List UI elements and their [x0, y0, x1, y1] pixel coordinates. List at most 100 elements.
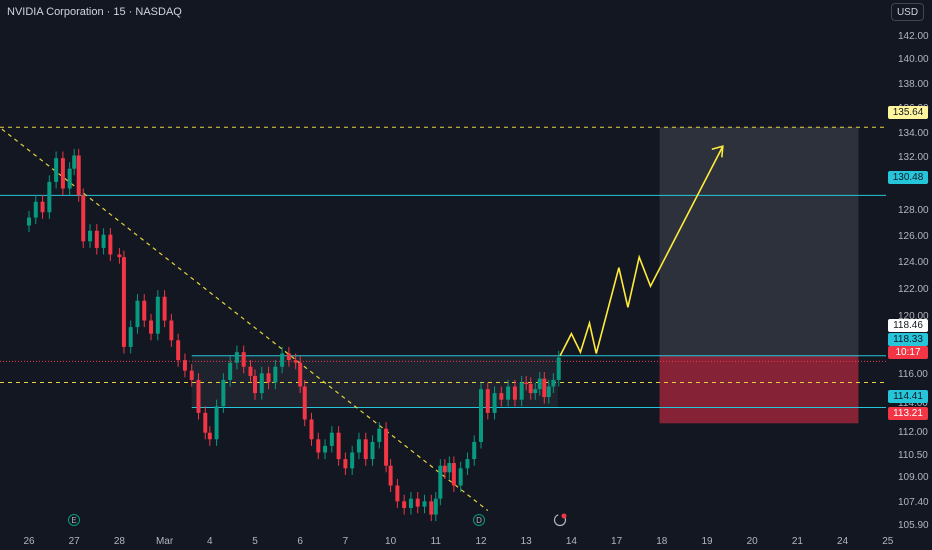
candle-body — [149, 320, 154, 334]
projection-arrowhead — [711, 145, 724, 158]
x-tick-label: 4 — [207, 536, 213, 547]
candle-body — [40, 201, 45, 213]
candle-body — [451, 463, 456, 486]
dividend-event-icon[interactable]: D — [473, 514, 485, 526]
candle-body — [447, 463, 452, 473]
candle-body — [302, 386, 307, 420]
candle-body — [155, 296, 160, 334]
candle-body — [329, 432, 334, 446]
stop-price-tag: 113.21 — [888, 407, 928, 420]
downtrend-line — [1, 128, 489, 512]
replay-icon[interactable] — [552, 512, 568, 528]
candle-body — [253, 375, 257, 394]
x-tick-label: 21 — [792, 536, 804, 547]
y-tick-label: 105.90 — [898, 520, 929, 531]
x-tick-label: 7 — [343, 536, 349, 547]
candle-body — [323, 445, 328, 453]
target-zone — [659, 127, 859, 356]
candle-body — [81, 195, 86, 242]
candle-body — [234, 352, 239, 363]
horizontal-levels — [0, 126, 886, 408]
x-tick-label: 6 — [297, 536, 303, 547]
x-tick-label: 5 — [252, 536, 258, 547]
candlestick-series — [27, 148, 561, 522]
candle-body — [384, 428, 389, 466]
candle-body — [472, 441, 477, 460]
candle-body — [47, 181, 52, 213]
candle-body — [33, 201, 38, 218]
candle-body — [280, 353, 285, 367]
x-tick-label: 14 — [566, 536, 578, 547]
candle-body — [499, 393, 504, 400]
candle-body — [203, 412, 208, 433]
y-tick-label: 142.00 — [898, 31, 929, 42]
candle-body — [54, 158, 59, 182]
candle-body — [512, 386, 517, 400]
candle-body — [442, 465, 447, 473]
candle-body — [182, 360, 187, 371]
x-tick-label: 13 — [521, 536, 533, 547]
y-tick-label: 126.00 — [898, 231, 929, 242]
entry-price-tag: 118.33 — [888, 333, 928, 346]
candle-body — [228, 362, 233, 380]
candle-body — [316, 439, 321, 453]
candle-body — [377, 428, 382, 442]
candle-body — [221, 379, 226, 407]
candle-body — [356, 439, 361, 453]
candle-body — [402, 501, 407, 508]
candle-body — [207, 432, 212, 440]
x-tick-label: 24 — [837, 536, 849, 547]
x-tick-label: Mar — [156, 536, 174, 547]
candle-body — [298, 362, 303, 387]
candle-body — [388, 465, 393, 486]
candle-body — [336, 432, 341, 460]
candle-body — [546, 386, 551, 398]
candle-body — [363, 439, 368, 460]
candle-body — [433, 498, 438, 515]
candle-body — [286, 353, 291, 361]
candle-body — [169, 320, 174, 341]
candle-body — [72, 155, 77, 169]
y-tick-label: 134.00 — [898, 128, 929, 139]
candle-body — [67, 168, 72, 189]
candle-body — [214, 406, 219, 440]
candle-body — [350, 452, 355, 469]
candle-body — [438, 465, 443, 499]
candle-body — [506, 386, 511, 400]
candle-body — [176, 340, 181, 361]
candle-body — [465, 459, 470, 469]
candle-body — [259, 373, 264, 394]
x-tick-label: 19 — [701, 536, 713, 547]
candle-body — [76, 155, 81, 196]
earnings-event-icon[interactable]: E — [68, 514, 80, 526]
trendline — [1, 128, 489, 512]
time-axis[interactable]: 26 27 28 Mar 4 5 6 7 10 11 12 13 14 17 18 19 20 21 24 25 — [23, 536, 893, 547]
countdown-tag: 10:17 — [888, 346, 928, 359]
symbol-title: NVIDIA Corporation · 15 · NASDAQ — [7, 6, 182, 18]
candle-body — [60, 158, 65, 189]
candle-body — [241, 352, 246, 367]
candle-body — [196, 379, 201, 413]
currency-button[interactable]: USD — [891, 3, 924, 21]
x-tick-label: 17 — [611, 536, 623, 547]
y-tick-label: 116.00 — [898, 369, 928, 380]
y-tick-label: 124.00 — [898, 257, 929, 268]
candle-body — [108, 234, 113, 255]
candle-body — [542, 378, 547, 398]
candle-body — [248, 366, 253, 376]
y-tick-label: 128.00 — [898, 205, 929, 216]
last-price-tag: 118.46 — [888, 319, 928, 332]
target-price-tag: 135.64 — [888, 106, 928, 119]
candle-body — [533, 389, 538, 394]
y-tick-label: 110.50 — [898, 450, 928, 461]
x-tick-label: 12 — [475, 536, 487, 547]
candle-body — [528, 383, 533, 394]
x-tick-label: 18 — [656, 536, 668, 547]
stop-zone — [659, 355, 859, 424]
candle-body — [370, 441, 375, 460]
candle-body — [422, 501, 427, 507]
y-tick-label: 112.00 — [898, 427, 928, 438]
candle-body — [429, 501, 434, 515]
support-price-tag: 114.41 — [888, 390, 928, 403]
